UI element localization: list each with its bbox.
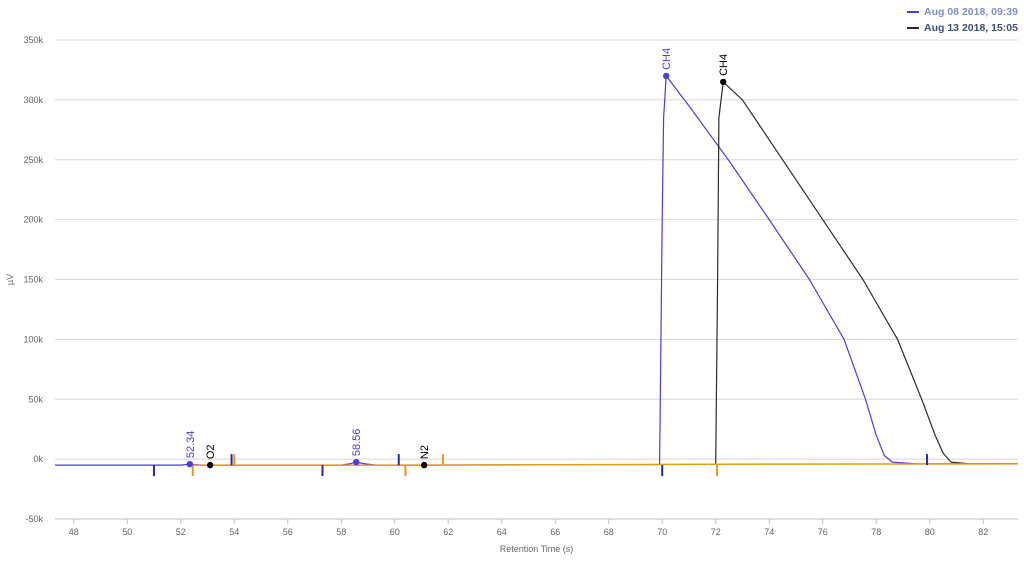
- y-tick-label: 150k: [23, 275, 43, 285]
- series-line-2: [715, 81, 1018, 465]
- x-tick-label: 52: [176, 527, 186, 537]
- peak-label: O2: [205, 444, 217, 459]
- x-tick-label: 70: [657, 527, 667, 537]
- y-tick-label: 50k: [28, 394, 43, 404]
- peak-label: 58.56: [351, 429, 363, 457]
- y-tick-label: 200k: [23, 215, 43, 225]
- peak-label: CH4: [718, 54, 730, 76]
- peak-point: [663, 72, 670, 80]
- y-tick-label: 350k: [23, 35, 43, 45]
- x-tick-label: 78: [871, 527, 881, 537]
- legend-label-series-2: Aug 13 2018, 15:05: [924, 22, 1018, 34]
- peak-point: [420, 461, 428, 469]
- y-tick-label: 100k: [23, 334, 43, 344]
- x-tick-label: 72: [711, 527, 721, 537]
- x-tick-label: 82: [978, 527, 988, 537]
- x-tick-label: 48: [69, 527, 79, 537]
- x-tick-label: 60: [390, 527, 400, 537]
- y-tick-label: 300k: [23, 95, 43, 105]
- chart-legend: Aug 08 2018, 09:39 Aug 13 2018, 15:05: [907, 4, 1018, 36]
- y-tick-label: -50k: [25, 514, 43, 524]
- x-tick-label: 76: [818, 527, 828, 537]
- peak-point: [720, 78, 727, 86]
- y-tick-label: 250k: [23, 155, 43, 165]
- peak-label: N2: [419, 445, 431, 459]
- x-tick-label: 74: [764, 527, 774, 537]
- x-tick-label: 64: [497, 527, 507, 537]
- legend-label-series-1: Aug 08 2018, 09:39: [924, 6, 1018, 18]
- x-tick-label: 80: [925, 527, 935, 537]
- legend-swatch-series-1: [907, 11, 920, 13]
- peak-point: [186, 460, 194, 468]
- legend-swatch-series-2: [907, 27, 920, 29]
- peak-point: [206, 461, 214, 469]
- peak-label: CH4: [661, 48, 673, 70]
- x-axis-title: Retention Time (s): [500, 544, 574, 554]
- legend-item-series-2[interactable]: Aug 13 2018, 15:05: [907, 20, 1018, 36]
- peak-label: 52.34: [185, 431, 197, 459]
- y-axis-title: µV: [5, 274, 15, 285]
- y-tick-label: 0k: [33, 454, 43, 464]
- peak-point: [353, 458, 360, 466]
- x-tick-label: 56: [283, 527, 293, 537]
- series-line-3: [192, 463, 1019, 466]
- x-tick-label: 58: [336, 527, 346, 537]
- legend-item-series-1[interactable]: Aug 08 2018, 09:39: [907, 4, 1018, 20]
- x-tick-label: 66: [550, 527, 560, 537]
- x-tick-label: 54: [229, 527, 239, 537]
- x-tick-label: 62: [443, 527, 453, 537]
- series-line-1: [55, 75, 1018, 466]
- x-tick-label: 50: [122, 527, 132, 537]
- x-tick-label: 68: [604, 527, 614, 537]
